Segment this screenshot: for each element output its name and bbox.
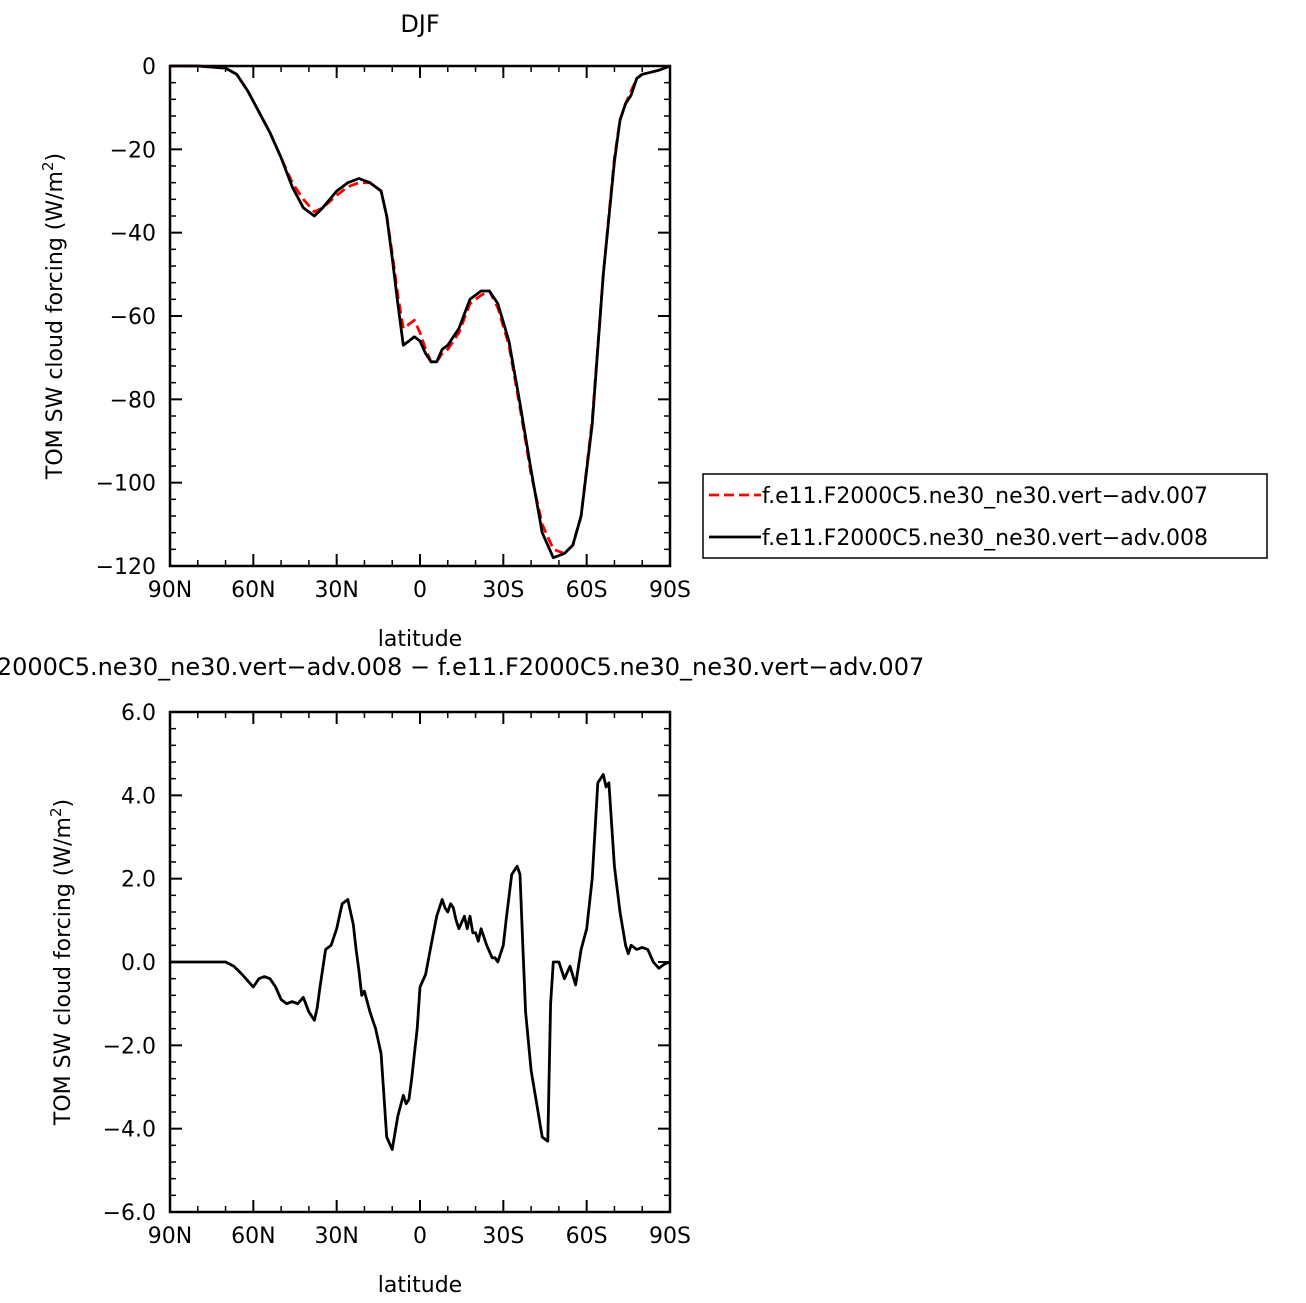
y-axis-label-close: ) <box>51 799 76 808</box>
x-axis-label: latitude <box>378 627 462 652</box>
y-tick-label: −6.0 <box>103 1201 156 1226</box>
y-tick-label: −100 <box>96 472 156 497</box>
x-tick-label: 60N <box>231 578 275 603</box>
x-tick-label: 90S <box>649 1224 691 1249</box>
x-tick-label: 30N <box>314 578 358 603</box>
y-tick-label: 6.0 <box>121 701 156 726</box>
legend-entry-2: f.e11.F2000C5.ne30_ne30.vert−adv.008 <box>762 526 1208 551</box>
y-tick-label: −60 <box>110 305 156 330</box>
y-axis-label-sup: 2 <box>39 161 57 171</box>
x-tick-label: 30N <box>314 1224 358 1249</box>
y-tick-label: −40 <box>110 222 156 247</box>
x-tick-label: 60S <box>566 1224 608 1249</box>
y-tick-label: −2.0 <box>103 1034 156 1059</box>
x-tick-label: 30S <box>482 1224 524 1249</box>
legend-entry-1: f.e11.F2000C5.ne30_ne30.vert−adv.007 <box>762 484 1208 509</box>
x-tick-label: 30S <box>482 578 524 603</box>
x-tick-label: 60S <box>566 578 608 603</box>
plot-frame <box>168 710 672 1214</box>
y-tick-label: 2.0 <box>121 868 156 893</box>
y-axis-label: TOM SW cloud forcing (W/m2) <box>47 799 76 1126</box>
series-line-1 <box>170 773 671 1151</box>
legend-box <box>702 473 1268 559</box>
y-tick-label: −4.0 <box>103 1118 156 1143</box>
series-line-2 <box>170 64 671 560</box>
chart-title: f.e11.F2000C5.ne30_ne30.vert−adv.008 − f… <box>0 653 924 681</box>
y-tick-label: −20 <box>110 138 156 163</box>
x-tick-label: 0 <box>413 578 427 603</box>
chart-bottom: 90N 60N 30N 0 30S 60S 90S 6.0 4.0 2.0 0.0 −2.0 −4.0 −… <box>0 653 924 1298</box>
y-tick-label: 0.0 <box>121 951 156 976</box>
x-axis-label: latitude <box>378 1273 462 1298</box>
y-axis-label-close: ) <box>43 153 68 162</box>
legend: f.e11.F2000C5.ne30_ne30.vert−adv.007 f.e1… <box>702 473 1268 559</box>
y-tick-label: 0 <box>142 55 156 80</box>
y-tick-label: −120 <box>96 555 156 580</box>
y-axis-label-text: TOM SW cloud forcing (W/m <box>43 171 68 480</box>
chart-top: 90N 60N 30N 0 30S 60S 90S 0 −20 −40 −60 −80 −100 −120… <box>39 10 1268 652</box>
series-line-1 <box>170 64 671 555</box>
y-axis-label: TOM SW cloud forcing (W/m2) <box>39 153 68 480</box>
y-axis-label-text: TOM SW cloud forcing (W/m <box>51 817 76 1126</box>
x-tick-label: 90N <box>148 1224 192 1249</box>
y-axis-label-sup: 2 <box>47 807 65 817</box>
y-tick-label: 4.0 <box>121 784 156 809</box>
x-tick-label: 90N <box>148 578 192 603</box>
x-tick-label: 0 <box>413 1224 427 1249</box>
x-tick-label: 90S <box>649 578 691 603</box>
chart-title: DJF <box>400 10 439 38</box>
x-tick-label: 60N <box>231 1224 275 1249</box>
plot-frame <box>168 64 672 568</box>
y-tick-label: −80 <box>110 388 156 413</box>
